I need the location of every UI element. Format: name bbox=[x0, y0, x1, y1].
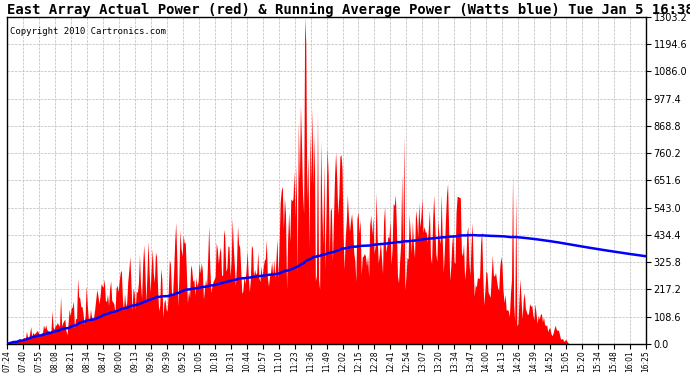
Text: East Array Actual Power (red) & Running Average Power (Watts blue) Tue Jan 5 16:: East Array Actual Power (red) & Running … bbox=[8, 3, 690, 17]
Text: Copyright 2010 Cartronics.com: Copyright 2010 Cartronics.com bbox=[10, 27, 166, 36]
